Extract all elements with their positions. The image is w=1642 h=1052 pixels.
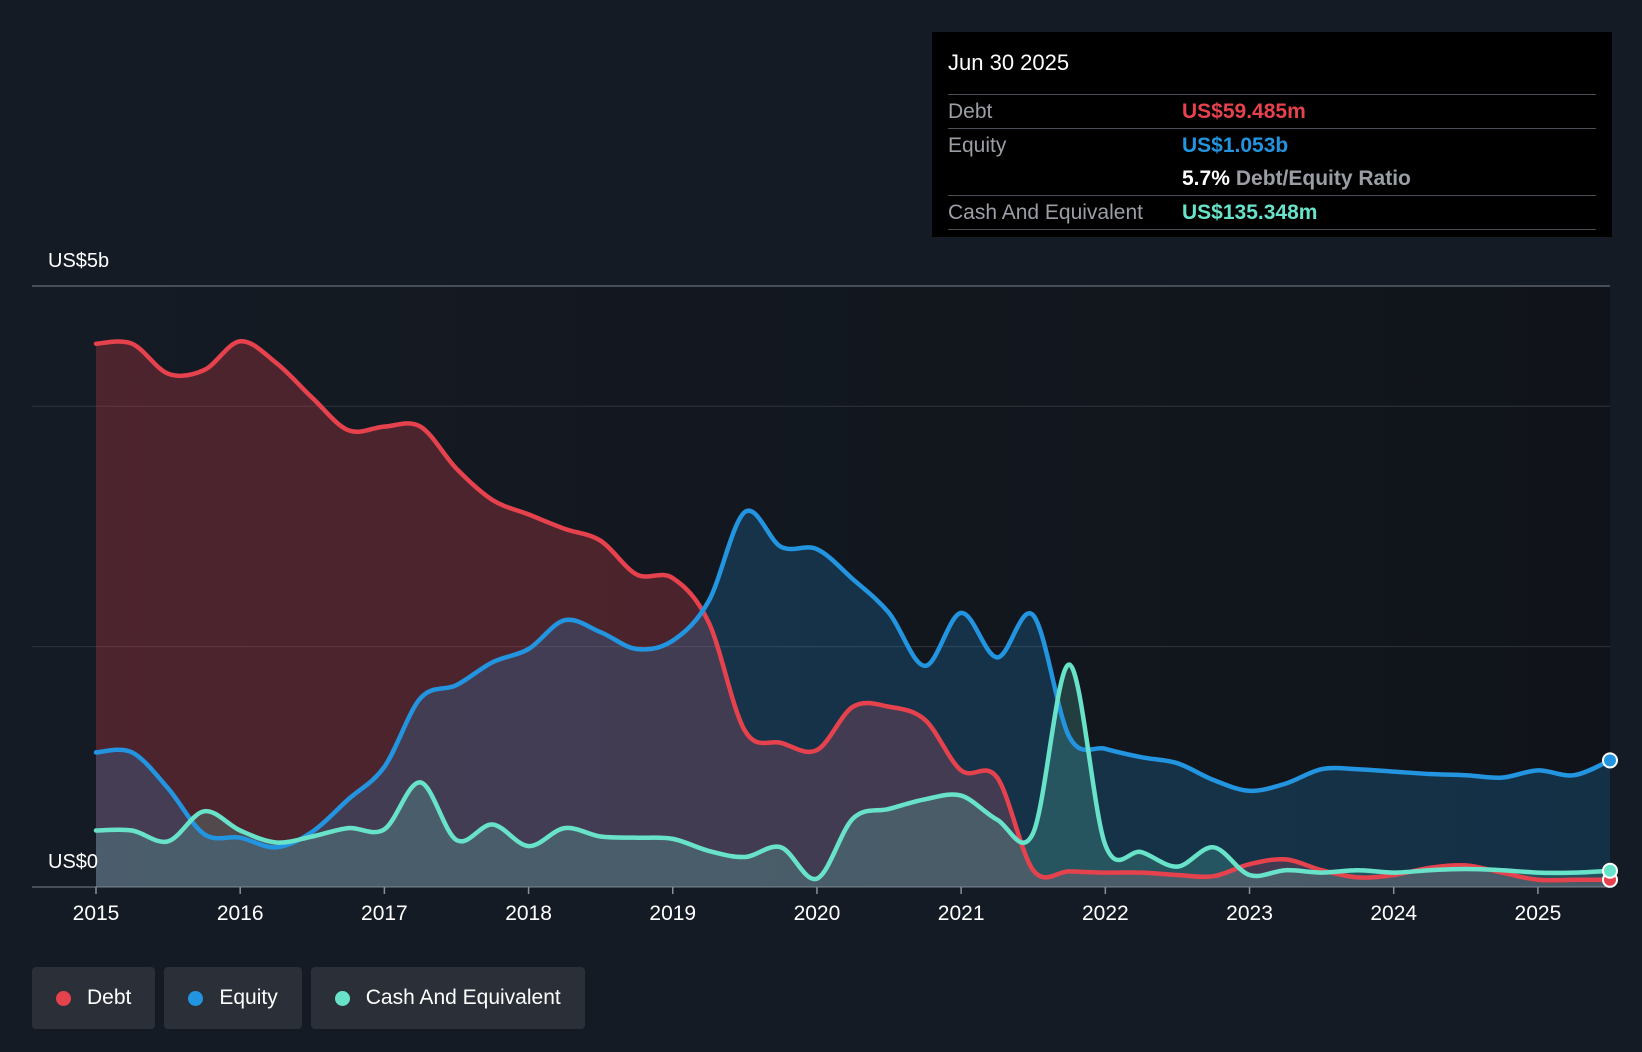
- tooltip-ratio-label: Debt/Equity Ratio: [1235, 167, 1411, 190]
- y-axis-bottom-label: US$0: [48, 851, 99, 873]
- tooltip-panel: Jun 30 2025 Debt US$59.485m Equity US$1.…: [932, 32, 1612, 237]
- legend-label-equity: Equity: [219, 986, 278, 1009]
- x-tick-label: 2025: [1515, 902, 1562, 925]
- tooltip-debt-row: Debt US$59.485m: [948, 95, 1596, 129]
- x-tick-label: 2019: [649, 902, 696, 925]
- plot-background: [32, 286, 1610, 888]
- tooltip-cash-row: Cash And Equivalent US$135.348m: [948, 196, 1596, 230]
- legend-label-debt: Debt: [87, 986, 132, 1009]
- legend-dot-debt: [56, 990, 71, 1006]
- tooltip-cash-label: Cash And Equivalent: [948, 201, 1143, 224]
- legend-item-cash[interactable]: Cash And Equivalent: [310, 967, 585, 1029]
- end-dot-cash-and-equivalent: [1602, 862, 1618, 879]
- x-axis-ticks: 2015 2016 2017 2018 2019 2020 2021 2022 2023 2024…: [73, 887, 1562, 925]
- x-tick-label: 2022: [1082, 902, 1129, 925]
- x-tick-label: 2016: [217, 902, 264, 925]
- y-axis-top-label: US$5b: [48, 250, 110, 272]
- series-lines: [93, 339, 1613, 883]
- x-tick-label: 2018: [505, 902, 552, 925]
- line-equity: [93, 508, 1613, 850]
- tooltip-debt-value: US$59.485m: [1182, 100, 1306, 123]
- end-dot-equity: [1602, 752, 1618, 769]
- x-tick-label: 2017: [361, 902, 408, 925]
- x-tick-label: 2021: [938, 902, 985, 925]
- area-cash-and-equivalent: [96, 664, 1610, 887]
- legend-label-cash: Cash And Equivalent: [365, 986, 561, 1009]
- grid-lines: [32, 285, 1610, 888]
- legend-dot-equity: [188, 990, 204, 1006]
- series-end-dots: [1602, 752, 1618, 888]
- area-equity: [96, 510, 1610, 887]
- tooltip-cash-value: US$135.348m: [1182, 201, 1318, 224]
- x-tick-label: 2024: [1370, 902, 1417, 925]
- legend-item-debt[interactable]: Debt: [32, 967, 156, 1029]
- x-tick-label: 2015: [73, 902, 120, 925]
- line-debt: [93, 339, 1613, 883]
- tooltip-date: Jun 30 2025: [948, 46, 1596, 95]
- chart-legend: Debt Equity Cash And Equivalent: [32, 967, 585, 1029]
- tooltip-equity-value: US$1.053b: [1182, 134, 1289, 157]
- tooltip-ratio-row: 5.7% Debt/Equity Ratio: [948, 162, 1596, 196]
- x-tick-label: 2020: [794, 902, 841, 925]
- legend-dot-cash: [334, 990, 350, 1006]
- legend-item-equity[interactable]: Equity: [164, 967, 302, 1029]
- tooltip-equity-row: Equity US$1.053b: [948, 129, 1596, 162]
- area-debt: [96, 341, 1610, 887]
- tooltip-equity-label: Equity: [948, 134, 1007, 157]
- series-areas: [96, 341, 1610, 887]
- x-tick-label: 2023: [1226, 902, 1273, 925]
- tooltip-ratio-percent: 5.7%: [1182, 167, 1230, 190]
- line-cash-and-equivalent: [93, 662, 1613, 882]
- tooltip-debt-label: Debt: [948, 100, 993, 123]
